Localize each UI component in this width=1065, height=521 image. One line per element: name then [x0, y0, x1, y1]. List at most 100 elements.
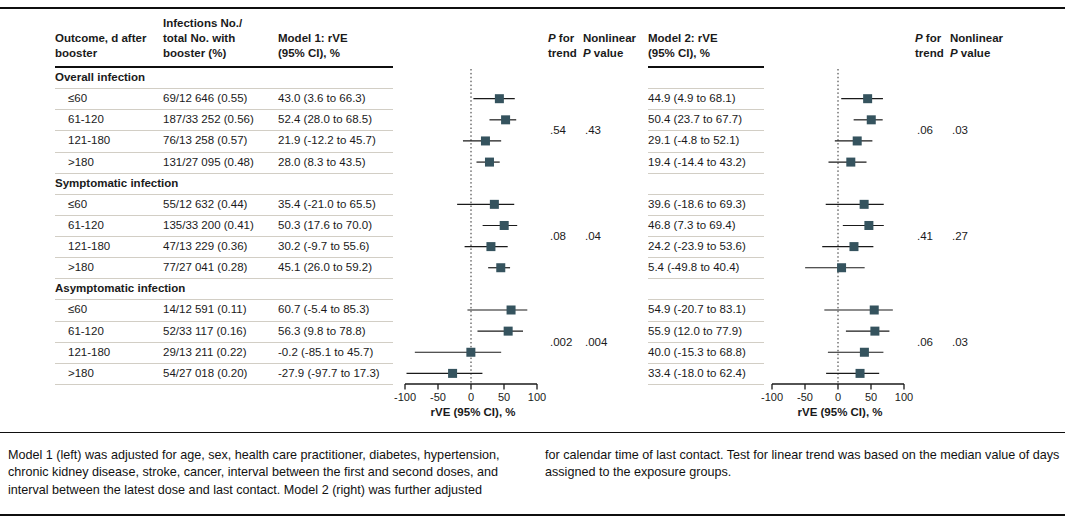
row-model2-rve-value: 46.8 (7.3 to 69.4) — [648, 215, 736, 236]
row-infections-value: 76/13 258 (0.57) — [163, 130, 247, 151]
row-model2-rve-value: 29.1 (-4.8 to 52.1) — [648, 130, 739, 151]
col-header-nonlinear-model2: Nonlinear P value — [950, 31, 1003, 61]
point-estimate-marker-model2 — [870, 305, 879, 314]
x-axis-tick-label-model1: 100 — [528, 391, 546, 403]
p-trend-value-model1: .002 — [550, 332, 572, 352]
row-outcome-label: >180 — [68, 152, 94, 173]
x-axis-title-model2: rVE (95% CI), % — [798, 406, 883, 418]
point-estimate-marker-model2 — [870, 327, 879, 336]
col-header-p-trend-model1: P for trend — [548, 31, 577, 61]
group-header: Overall infection — [55, 67, 145, 88]
row-model1-rve-value: 28.0 (8.3 to 43.5) — [278, 152, 366, 173]
p-trend-value-model2: .41 — [917, 226, 933, 246]
row-model1-rve-value: 60.7 (-5.4 to 85.3) — [278, 299, 369, 320]
row-model1-rve-value: 50.3 (17.6 to 70.0) — [278, 215, 372, 236]
row-model2-rve-value: 55.9 (12.0 to 77.9) — [648, 321, 742, 342]
col-header-model2-line1: Model 2: rVE — [648, 31, 718, 46]
x-axis-tick-label-model1: -50 — [430, 391, 446, 403]
row-infections-value: 131/27 095 (0.48) — [163, 152, 254, 173]
row-model1-rve-value: -27.9 (-97.7 to 17.3) — [278, 363, 380, 384]
p-trend-value-model1: .54 — [550, 120, 566, 140]
point-estimate-marker-model1 — [500, 221, 509, 230]
point-estimate-marker-model1 — [490, 200, 499, 209]
row-outcome-label: ≤60 — [68, 194, 87, 215]
footnote-right-column: for calendar time of last contact. Test … — [545, 447, 1061, 482]
row-model2-rve-value: 50.4 (23.7 to 67.7) — [648, 109, 742, 130]
row-infections-value: 52/33 117 (0.16) — [163, 321, 247, 342]
row-model2-rve-value: 24.2 (-23.9 to 53.6) — [648, 236, 746, 257]
x-axis-tick-label-model2: 0 — [835, 391, 841, 403]
row-outcome-label: 61-120 — [68, 215, 104, 236]
row-model1-rve-value: 30.2 (-9.7 to 55.6) — [278, 236, 369, 257]
point-estimate-marker-model1 — [448, 369, 457, 378]
row-separator — [55, 384, 393, 385]
col-header-model1-line2: (95% CI), % — [278, 46, 348, 61]
p-nonlinear-value-model2: .03 — [952, 332, 968, 352]
row-model1-rve-value: -0.2 (-85.1 to 45.7) — [278, 342, 373, 363]
footnote-rule — [0, 432, 1065, 433]
row-model2-rve-value: 54.9 (-20.7 to 83.1) — [648, 299, 746, 320]
point-estimate-marker-model2 — [856, 369, 865, 378]
p-nonlinear-value-model1: .004 — [585, 332, 607, 352]
point-estimate-marker-model2 — [849, 242, 858, 251]
x-axis-title-model1: rVE (95% CI), % — [431, 406, 516, 418]
point-estimate-marker-model1 — [501, 115, 510, 124]
row-infections-value: 135/33 200 (0.41) — [163, 215, 254, 236]
row-model1-rve-value: 43.0 (3.6 to 66.3) — [278, 88, 366, 109]
col-header-model2-line2: (95% CI), % — [648, 46, 718, 61]
footnote-left-column: Model 1 (left) was adjusted for age, sex… — [8, 447, 522, 500]
col-header-infections-line2: total No. with — [163, 31, 242, 46]
x-axis-tick-label-model2: 50 — [865, 391, 877, 403]
row-infections-value: 29/13 211 (0.22) — [163, 342, 247, 363]
point-estimate-marker-model2 — [853, 136, 862, 145]
top-rule — [0, 7, 1065, 9]
point-estimate-marker-model1 — [507, 305, 516, 314]
p-nonlinear-value-model2: .27 — [952, 226, 968, 246]
row-infections-value: 55/12 632 (0.44) — [163, 194, 247, 215]
header-rule-model2-table — [648, 66, 764, 68]
row-outcome-label: ≤60 — [68, 88, 87, 109]
p-nonlinear-value-model2: .03 — [952, 120, 968, 140]
point-estimate-marker-model1 — [504, 327, 513, 336]
point-estimate-marker-model1 — [486, 242, 495, 251]
x-axis-tick-label-model1: -100 — [394, 391, 416, 403]
p-nonlinear-value-model1: .04 — [585, 226, 601, 246]
x-axis-tick-label-model2: -100 — [761, 391, 783, 403]
row-infections-value: 77/27 041 (0.28) — [163, 257, 247, 278]
x-axis-tick-label-model1: 50 — [498, 391, 510, 403]
row-outcome-label: 121-180 — [68, 236, 110, 257]
row-model2-rve-value: 19.4 (-14.4 to 43.2) — [648, 152, 746, 173]
p-nonlinear-value-model1: .43 — [585, 120, 601, 140]
point-estimate-marker-model2 — [837, 263, 846, 272]
col-header-nonlinear-model1: Nonlinear P value — [583, 31, 636, 61]
row-separator — [648, 384, 764, 385]
point-estimate-marker-model1 — [485, 158, 494, 167]
row-outcome-label: 121-180 — [68, 342, 110, 363]
col-header-infections-line3: booster (%) — [163, 46, 242, 61]
point-estimate-marker-model2 — [846, 158, 855, 167]
forest-plot-figure: Outcome, d after booster Infections No./… — [0, 0, 1065, 521]
row-outcome-label: >180 — [68, 257, 94, 278]
row-model2-rve-value: 33.4 (-18.0 to 62.4) — [648, 363, 746, 384]
row-model2-rve-value: 44.9 (4.9 to 68.1) — [648, 88, 736, 109]
point-estimate-marker-model1 — [466, 348, 475, 357]
forest-plots-canvas: -100-50050100rVE (95% CI), %-100-5005010… — [0, 0, 1065, 521]
point-estimate-marker-model2 — [860, 348, 869, 357]
point-estimate-marker-model2 — [867, 115, 876, 124]
row-model1-rve-value: 52.4 (28.0 to 68.5) — [278, 109, 372, 130]
group-header: Symptomatic infection — [55, 173, 178, 194]
col-header-infections-line1: Infections No./ — [163, 16, 242, 31]
group-header: Asymptomatic infection — [55, 278, 185, 299]
row-model2-rve-value: 39.6 (-18.6 to 69.3) — [648, 194, 746, 215]
point-estimate-marker-model2 — [864, 221, 873, 230]
row-model1-rve-value: 21.9 (-12.2 to 45.7) — [278, 130, 376, 151]
row-outcome-label: 121-180 — [68, 130, 110, 151]
x-axis-tick-label-model2: -50 — [797, 391, 813, 403]
row-outcome-label: 61-120 — [68, 109, 104, 130]
row-infections-value: 54/27 018 (0.20) — [163, 363, 247, 384]
point-estimate-marker-model2 — [863, 94, 872, 103]
row-infections-value: 187/33 252 (0.56) — [163, 109, 254, 130]
col-header-outcome-line1: Outcome, d after — [55, 31, 146, 46]
col-header-model1: Model 1: rVE (95% CI), % — [278, 31, 348, 61]
row-outcome-label: >180 — [68, 363, 94, 384]
